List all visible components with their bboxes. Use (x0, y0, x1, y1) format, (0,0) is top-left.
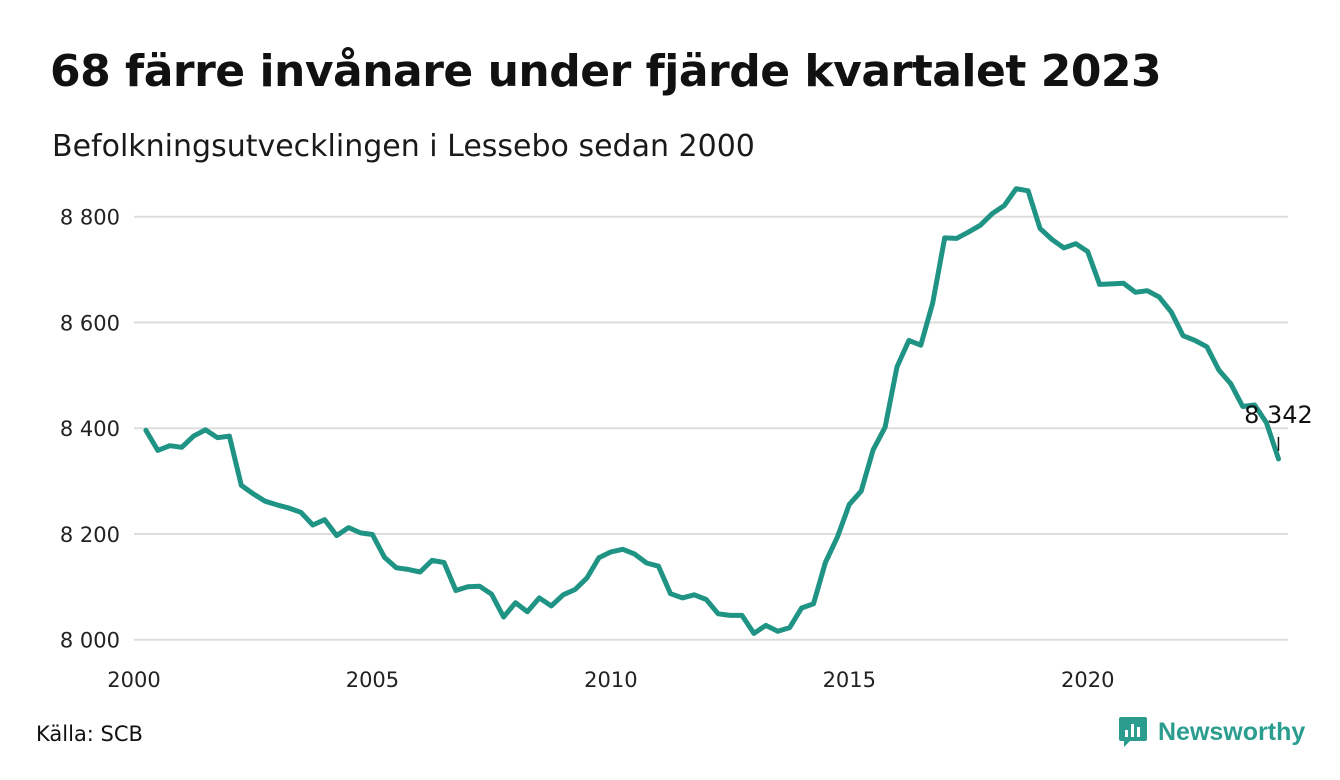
brand-logo: Newsworthy (1118, 714, 1305, 750)
y-tick-label: 8 200 (60, 523, 120, 547)
end-value-label: 8 342 (1244, 401, 1313, 429)
x-axis: 2000 2005 2010 2015 2020 (107, 668, 1114, 692)
series-layer (143, 186, 1281, 636)
y-tick-label: 8 400 (60, 417, 120, 441)
grid-lines (134, 215, 1288, 641)
x-tick-label: 2000 (107, 668, 160, 692)
newsworthy-logo-icon (1119, 717, 1147, 747)
annotation-layer: 8 342 (1244, 401, 1313, 451)
y-tick-label: 8 000 (60, 629, 120, 653)
x-tick-label: 2015 (823, 668, 876, 692)
x-tick-label: 2005 (346, 668, 399, 692)
brand-name: Newsworthy (1158, 717, 1306, 746)
x-tick-label: 2010 (584, 668, 637, 692)
chart-title: 68 färre invånare under fjärde kvartalet… (50, 46, 1162, 97)
y-tick-label: 8 600 (60, 311, 120, 335)
x-tick-label: 2020 (1061, 668, 1114, 692)
y-tick-label: 8 800 (60, 206, 120, 230)
chart-subtitle: Befolkningsutvecklingen i Lessebo sedan … (52, 129, 755, 164)
series-line (143, 186, 1281, 636)
y-axis: 8 000 8 200 8 400 8 600 8 800 (60, 206, 120, 653)
source-note: Källa: SCB (36, 722, 143, 746)
